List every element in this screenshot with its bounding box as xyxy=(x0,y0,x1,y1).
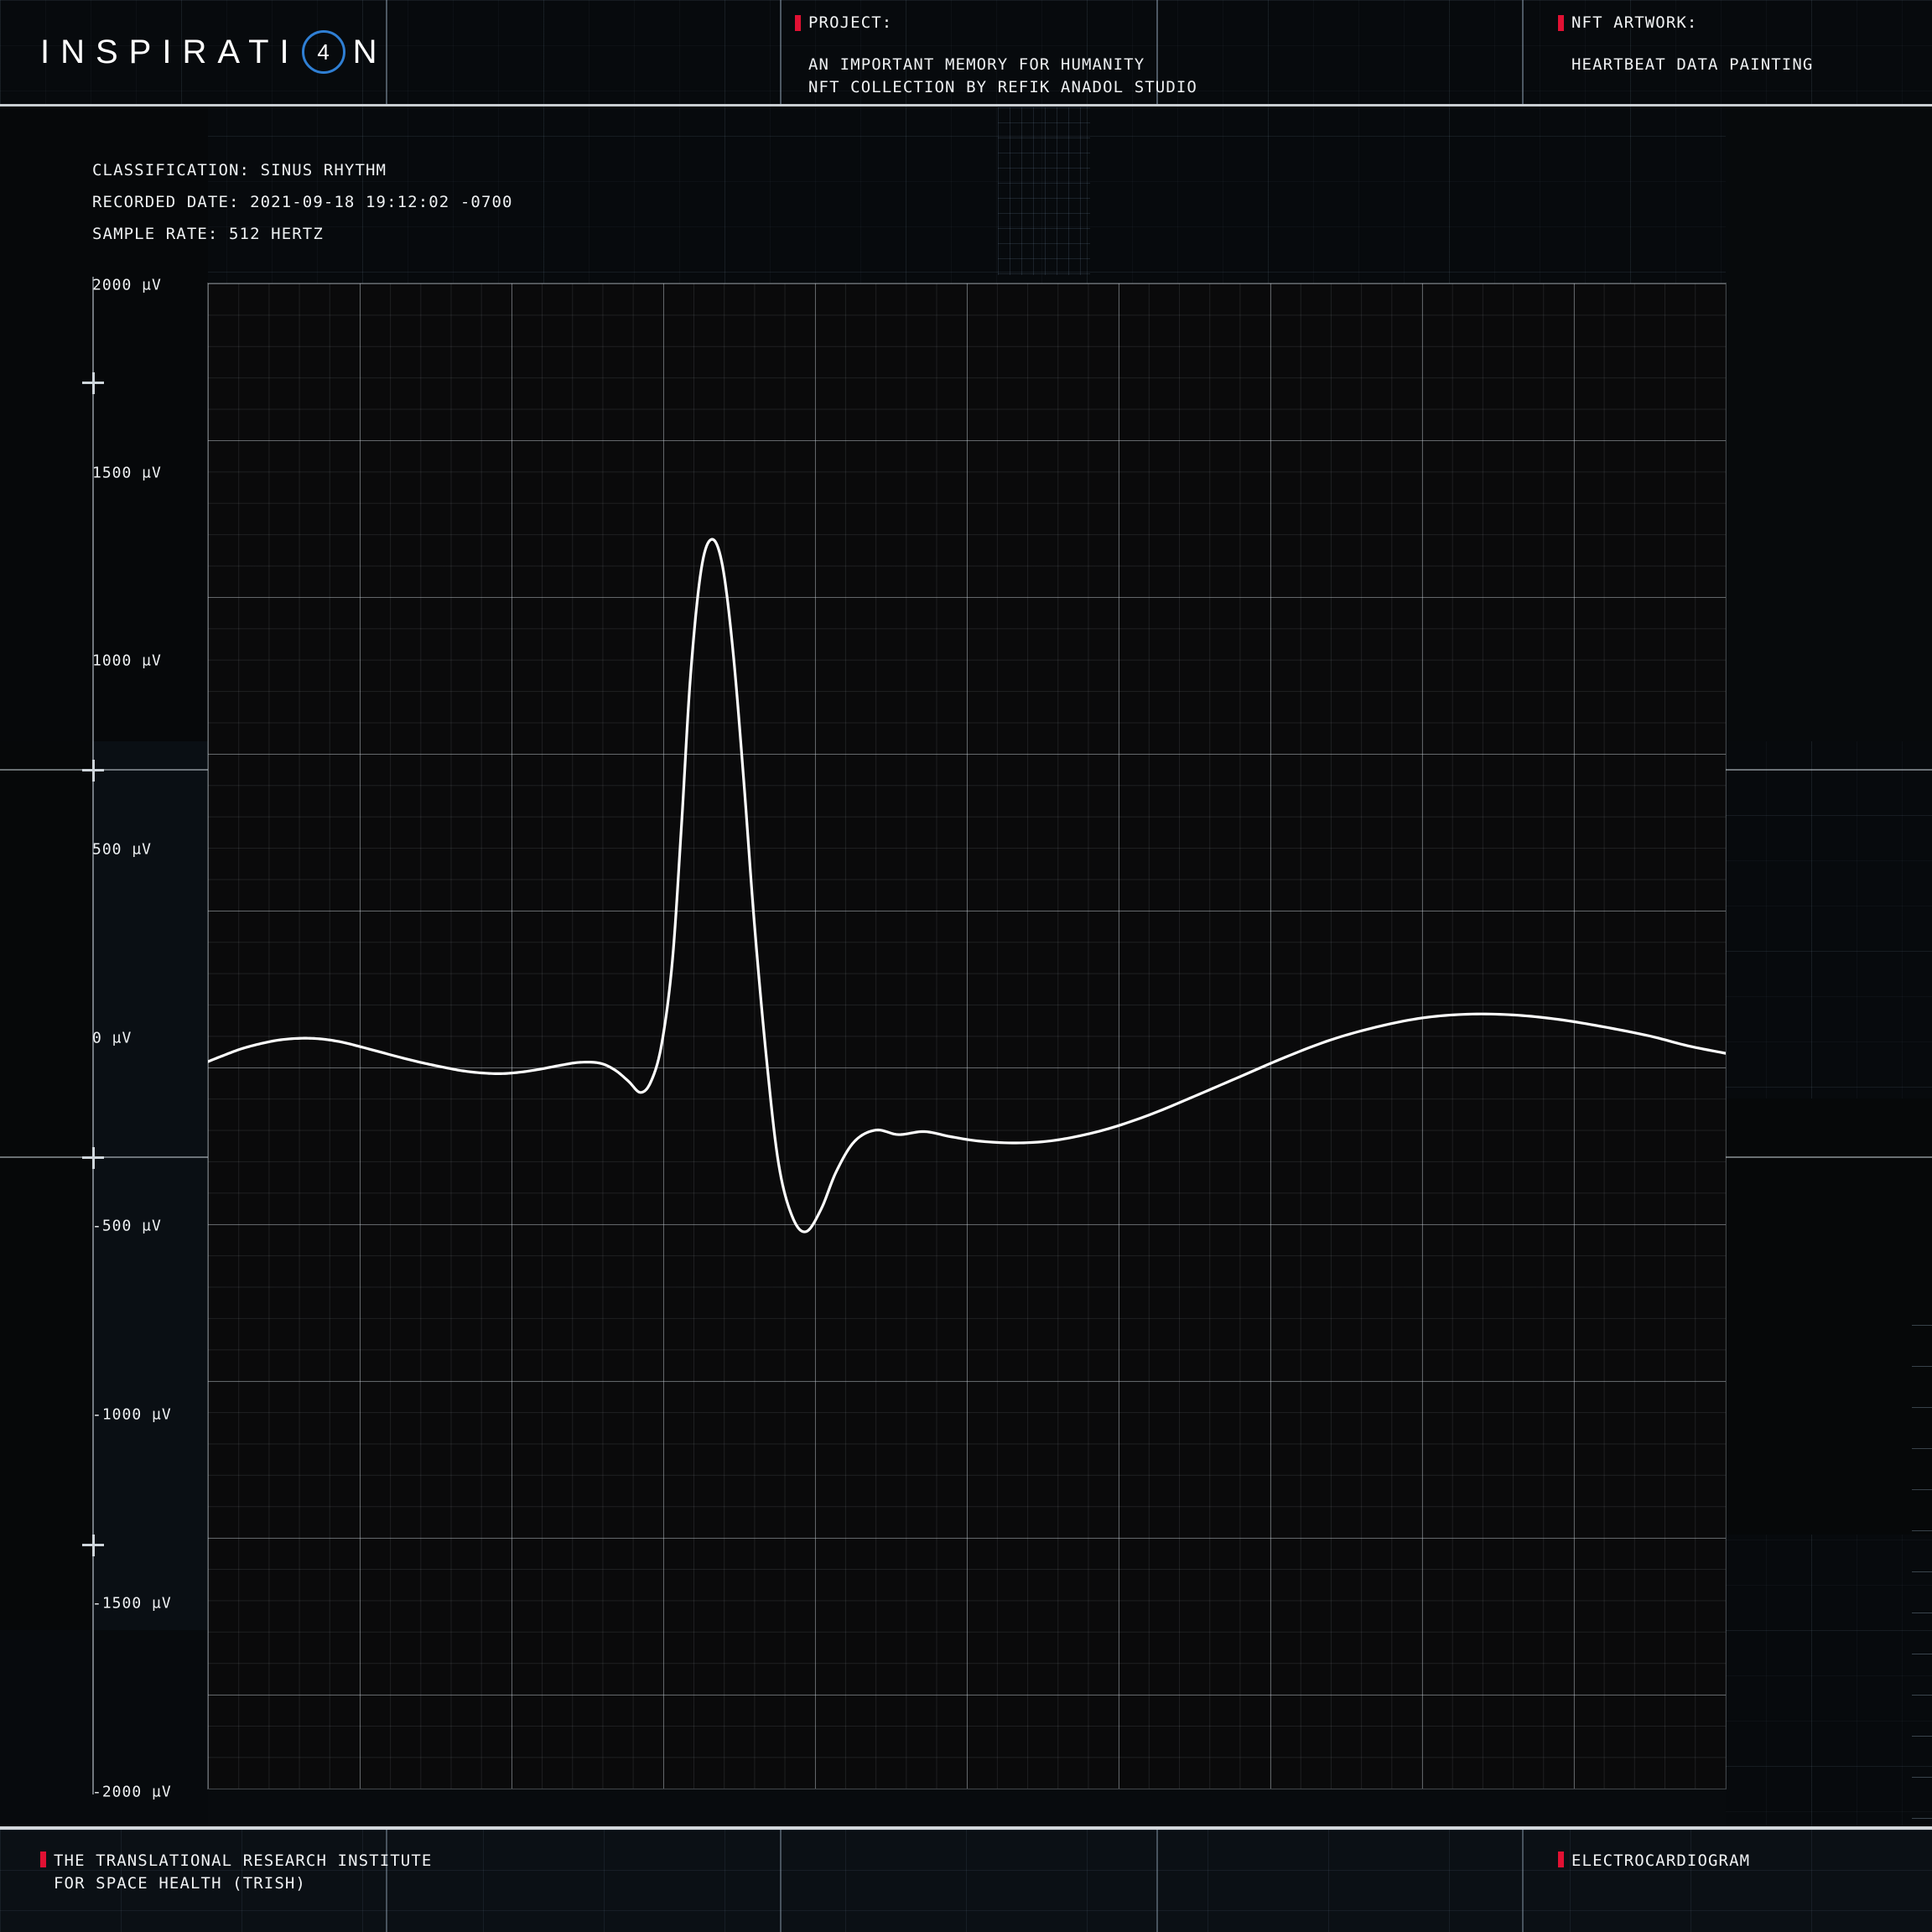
header-project-block: PROJECT: AN IMPORTANT MEMORY FOR HUMANIT… xyxy=(795,13,1197,99)
project-line-2: NFT COLLECTION BY REFIK ANADOL STUDIO xyxy=(808,77,1197,96)
ecg-waveform-svg xyxy=(208,283,1726,1789)
footer-divider-4 xyxy=(1522,1830,1524,1932)
artwork-label-row: NFT ARTWORK: xyxy=(1558,13,1813,32)
y-tick-label: -2000 µV xyxy=(92,1783,172,1801)
y-tick-label: 0 µV xyxy=(92,1029,132,1047)
red-tick-icon xyxy=(795,14,801,31)
red-tick-icon xyxy=(40,1852,46,1867)
footer-divider-1 xyxy=(386,1830,387,1932)
background-panel-under-plot xyxy=(208,1789,1726,1826)
ecg-waveform-line xyxy=(208,539,1726,1232)
footer-divider-2 xyxy=(780,1830,782,1932)
footer-grid xyxy=(0,1830,1932,1932)
background-panel-axis-strip xyxy=(92,741,208,1630)
header-separator xyxy=(0,104,1932,106)
header-divider-3 xyxy=(1156,0,1158,104)
plot-grid-minor xyxy=(208,283,1726,1789)
background-panel-left-lower xyxy=(0,741,92,1630)
plot-grid-major xyxy=(208,283,1726,1789)
header-divider-1 xyxy=(386,0,387,104)
y-tick-label: 500 µV xyxy=(92,840,153,859)
project-label-row: PROJECT: xyxy=(795,13,1197,32)
logo-badge-four: 4 xyxy=(301,30,345,74)
background-panel-left-bottom xyxy=(0,1630,208,1826)
background-panel-right-mid xyxy=(1726,1098,1932,1535)
right-edge-ruler-lower xyxy=(1912,1325,1932,1828)
y-axis-cross-upper-v xyxy=(92,760,95,782)
metadata-block: CLASSIFICATION: SINUS RHYTHM RECORDED DA… xyxy=(92,154,513,250)
y-axis-cross-lower-v xyxy=(92,1147,95,1169)
header-divider-2 xyxy=(780,0,782,104)
y-tick-label: 1000 µV xyxy=(92,652,162,670)
y-axis-cross-bottom-v xyxy=(92,1535,95,1556)
ecg-plot-area xyxy=(207,283,1727,1789)
background-micro-grid-swatch xyxy=(998,107,1090,275)
inspiration4-logo[interactable]: INSPIRATI 4 N xyxy=(40,30,388,74)
artwork-label: NFT ARTWORK: xyxy=(1571,13,1698,32)
footer-separator xyxy=(0,1826,1932,1830)
footer-divider-3 xyxy=(1156,1830,1158,1932)
project-label: PROJECT: xyxy=(808,13,893,32)
header-divider-4 xyxy=(1522,0,1524,104)
y-axis-line xyxy=(92,277,94,1794)
page-header: INSPIRATI 4 N PROJECT: AN IMPORTANT MEMO… xyxy=(0,0,1932,104)
artwork-line-1: HEARTBEAT DATA PAINTING xyxy=(1571,55,1814,74)
red-tick-icon xyxy=(1558,1852,1564,1867)
metadata-classification: CLASSIFICATION: SINUS RHYTHM xyxy=(92,161,387,179)
y-tick-label: -1000 µV xyxy=(92,1405,172,1424)
footer-right-row-1: ELECTROCARDIOGRAM xyxy=(1558,1850,1750,1872)
footer-left-line-1: THE TRANSLATIONAL RESEARCH INSTITUTE xyxy=(54,1852,433,1870)
logo-text-before: INSPIRATI xyxy=(40,33,300,70)
red-tick-icon xyxy=(1558,14,1564,31)
header-artwork-block: NFT ARTWORK: HEARTBEAT DATA PAINTING xyxy=(1558,13,1813,76)
background-panel-left-upper xyxy=(0,104,208,741)
y-tick-label: -1500 µV xyxy=(92,1594,172,1613)
project-line-1: AN IMPORTANT MEMORY FOR HUMANITY xyxy=(808,55,1145,74)
footer-right-block: ELECTROCARDIOGRAM xyxy=(1558,1850,1750,1872)
logo-text-after: N xyxy=(352,33,388,70)
footer-right-line-1: ELECTROCARDIOGRAM xyxy=(1571,1852,1751,1870)
metadata-recorded-date: RECORDED DATE: 2021-09-18 19:12:02 -0700 xyxy=(92,193,513,211)
footer-left-block: THE TRANSLATIONAL RESEARCH INSTITUTE FOR… xyxy=(40,1850,432,1895)
footer-left-line-2: FOR SPACE HEALTH (TRISH) xyxy=(54,1873,306,1893)
y-axis-cross-top-v xyxy=(92,372,95,394)
y-tick-label: 1500 µV xyxy=(92,464,162,482)
logo-badge-label: 4 xyxy=(317,39,330,65)
y-tick-label: -500 µV xyxy=(92,1217,162,1235)
footer-left-row-1: THE TRANSLATIONAL RESEARCH INSTITUTE xyxy=(40,1850,432,1872)
metadata-sample-rate: SAMPLE RATE: 512 HERTZ xyxy=(92,225,324,243)
page-footer: THE TRANSLATIONAL RESEARCH INSTITUTE FOR… xyxy=(0,1830,1932,1932)
y-tick-label: 2000 µV xyxy=(92,276,162,294)
background-panel-right-upper xyxy=(1726,104,1932,741)
